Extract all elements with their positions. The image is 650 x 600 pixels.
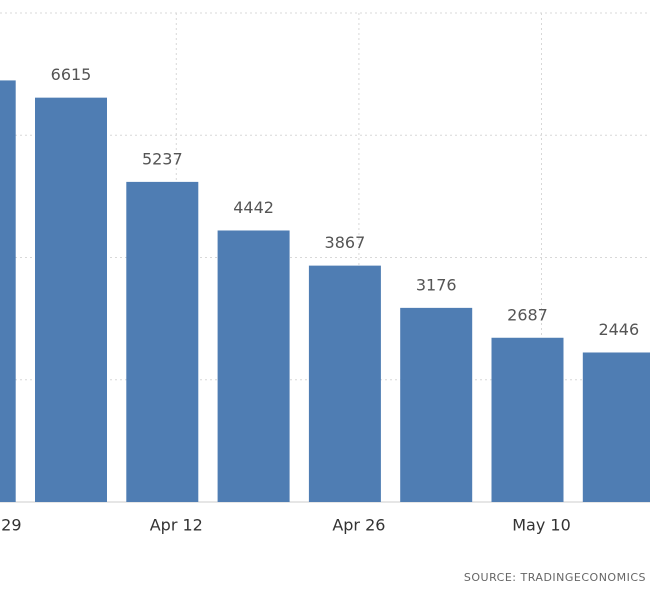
bar <box>217 230 290 502</box>
bar <box>35 97 107 502</box>
value-label: 6615 <box>51 65 92 84</box>
x-tick-label: Apr 26 <box>332 516 385 535</box>
x-tick-label: Apr 12 <box>150 516 203 535</box>
value-label: 2446 <box>598 320 639 339</box>
bar <box>126 181 199 503</box>
bar <box>582 352 650 502</box>
value-label: 5237 <box>142 149 183 168</box>
bar <box>400 307 473 502</box>
value-label: 2687 <box>507 305 548 324</box>
value-label: 3867 <box>325 233 366 252</box>
bar <box>491 337 564 502</box>
value-label: 3176 <box>416 275 457 294</box>
x-tick-label: May 10 <box>512 516 571 535</box>
bar <box>308 265 381 502</box>
bar <box>0 80 16 503</box>
x-tick-label: Mar 29 <box>0 516 22 535</box>
value-label: 4442 <box>233 198 274 217</box>
source: SOURCE: TRADINGECONOMICS <box>464 571 646 584</box>
